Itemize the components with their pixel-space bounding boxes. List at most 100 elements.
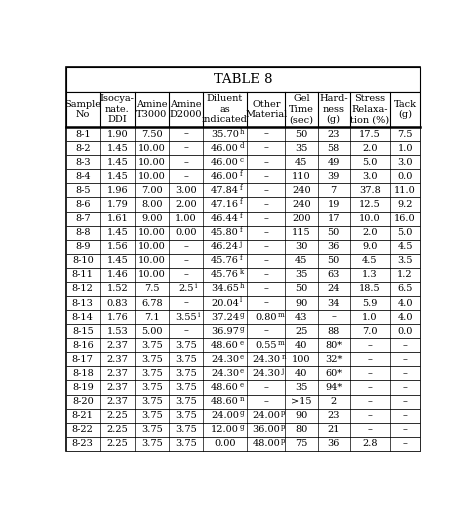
Text: 8-4: 8-4: [75, 172, 91, 181]
Text: –: –: [403, 411, 408, 420]
Text: 36.00: 36.00: [252, 425, 280, 434]
Text: 36: 36: [328, 439, 340, 448]
Text: –: –: [367, 383, 373, 392]
Text: –: –: [183, 327, 188, 336]
Text: 45.76: 45.76: [211, 270, 239, 280]
Text: f: f: [240, 184, 243, 192]
Text: 10.00: 10.00: [138, 144, 166, 153]
Text: 1.45: 1.45: [107, 144, 128, 153]
Text: –: –: [264, 144, 269, 153]
Text: 50: 50: [295, 130, 308, 138]
Text: n: n: [282, 353, 286, 361]
Text: 8-9: 8-9: [75, 242, 91, 251]
Text: 1.45: 1.45: [107, 158, 128, 167]
Text: 17.5: 17.5: [359, 130, 381, 138]
Text: 1.61: 1.61: [107, 214, 128, 223]
Bar: [66, 268, 420, 282]
Text: 4.5: 4.5: [397, 242, 413, 251]
Text: –: –: [403, 341, 408, 350]
Text: 1.3: 1.3: [362, 270, 378, 280]
Text: 9.2: 9.2: [397, 200, 413, 209]
Text: 8-20: 8-20: [72, 397, 94, 406]
Text: 35.70: 35.70: [211, 130, 239, 138]
Text: 24.30: 24.30: [211, 355, 239, 364]
Text: 1.52: 1.52: [107, 285, 128, 293]
Text: –: –: [183, 172, 188, 181]
Text: 1.0: 1.0: [362, 313, 378, 321]
Text: 0.0: 0.0: [397, 172, 413, 181]
Text: Hard-
ness
(g): Hard- ness (g): [319, 95, 348, 124]
Text: 3.55: 3.55: [175, 313, 197, 321]
Text: 46.00: 46.00: [211, 158, 239, 167]
Text: 6.78: 6.78: [141, 298, 163, 308]
Text: 5.9: 5.9: [362, 298, 378, 308]
Text: –: –: [264, 130, 269, 138]
Text: m: m: [278, 311, 285, 318]
Text: 5.00: 5.00: [141, 327, 163, 336]
Text: 80*: 80*: [325, 341, 342, 350]
Text: 10.00: 10.00: [138, 158, 166, 167]
Text: 8-6: 8-6: [75, 200, 91, 209]
Text: 7.00: 7.00: [141, 186, 163, 195]
Text: 1.96: 1.96: [107, 186, 128, 195]
Text: 3.75: 3.75: [175, 397, 197, 406]
Text: p: p: [281, 409, 286, 417]
Text: 7.1: 7.1: [144, 313, 160, 321]
Text: f: f: [240, 198, 243, 206]
Text: 1.00: 1.00: [175, 214, 197, 223]
Text: 8-21: 8-21: [72, 411, 94, 420]
Text: 60*: 60*: [325, 369, 342, 378]
Text: –: –: [183, 242, 188, 251]
Text: 9.0: 9.0: [362, 242, 378, 251]
Text: –: –: [264, 172, 269, 181]
Bar: [66, 437, 420, 451]
Text: d: d: [240, 142, 245, 150]
Text: 1.46: 1.46: [107, 270, 128, 280]
Bar: [66, 282, 420, 296]
Text: –: –: [403, 397, 408, 406]
Bar: [66, 183, 420, 197]
Text: 3.75: 3.75: [175, 425, 197, 434]
Text: 1.0: 1.0: [397, 144, 413, 153]
Text: 8-16: 8-16: [72, 341, 94, 350]
Text: 24: 24: [328, 285, 340, 293]
Text: 3.75: 3.75: [141, 355, 163, 364]
Text: 3.0: 3.0: [362, 172, 378, 181]
Text: –: –: [403, 425, 408, 434]
Text: Amine
T3000: Amine T3000: [136, 100, 168, 119]
Text: 3.00: 3.00: [175, 186, 197, 195]
Text: 46.24: 46.24: [211, 242, 239, 251]
Text: –: –: [264, 298, 269, 308]
Text: 1.53: 1.53: [107, 327, 128, 336]
Text: 10.00: 10.00: [138, 257, 166, 265]
Text: 2.25: 2.25: [107, 425, 128, 434]
Text: 3.75: 3.75: [175, 411, 197, 420]
Text: –: –: [264, 270, 269, 280]
Text: 40: 40: [295, 341, 308, 350]
Text: –: –: [367, 369, 373, 378]
Text: –: –: [264, 228, 269, 237]
Text: 12.5: 12.5: [359, 200, 381, 209]
Text: f: f: [240, 226, 243, 234]
Text: 50: 50: [295, 285, 308, 293]
Bar: [66, 225, 420, 240]
Text: 2.37: 2.37: [106, 397, 128, 406]
Bar: [66, 254, 420, 268]
Text: 1.45: 1.45: [107, 172, 128, 181]
Text: k: k: [240, 268, 244, 276]
Text: 24.00: 24.00: [211, 411, 239, 420]
Text: e: e: [240, 339, 244, 347]
Text: 2.25: 2.25: [107, 411, 128, 420]
Text: 37.24: 37.24: [211, 313, 239, 321]
Text: 43: 43: [295, 313, 308, 321]
Text: 34: 34: [328, 298, 340, 308]
Text: 8-13: 8-13: [72, 298, 94, 308]
Text: 3.75: 3.75: [141, 425, 163, 434]
Bar: [66, 155, 420, 169]
Text: 39: 39: [328, 172, 340, 181]
Text: 110: 110: [292, 172, 311, 181]
Text: 8-8: 8-8: [75, 228, 91, 237]
Text: 240: 240: [292, 200, 311, 209]
Text: 0.00: 0.00: [214, 439, 236, 448]
Text: 8-19: 8-19: [72, 383, 94, 392]
